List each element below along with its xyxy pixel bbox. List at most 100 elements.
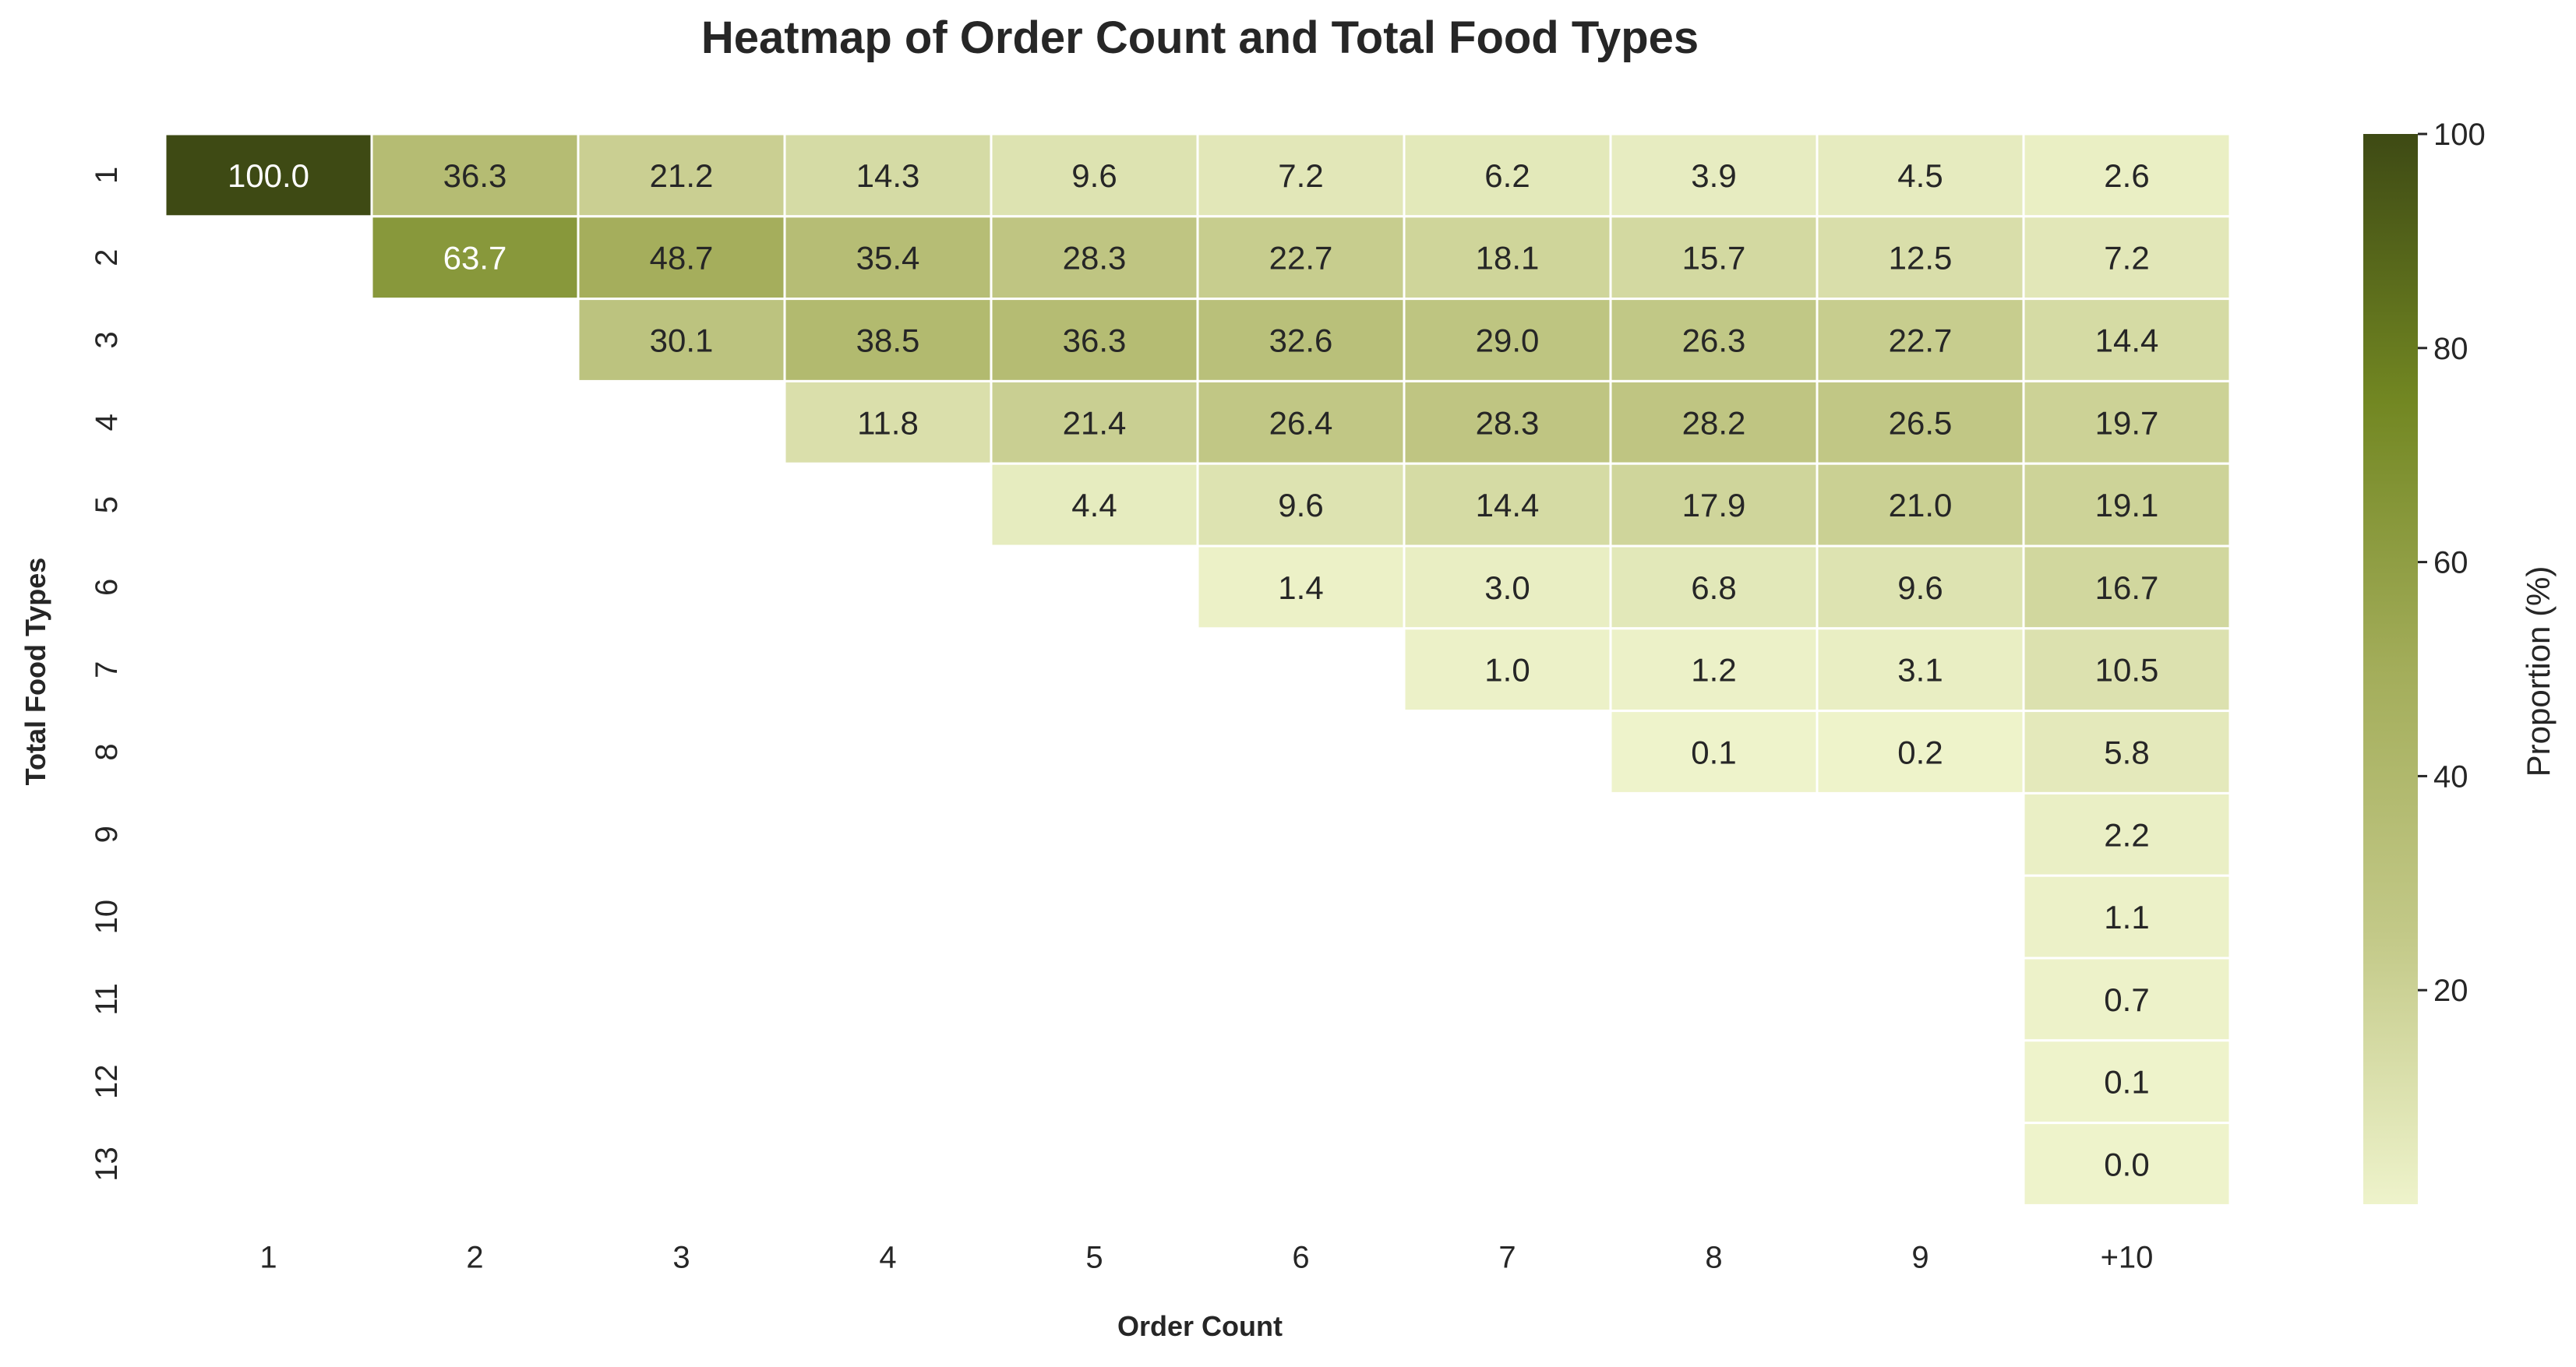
cell-value-label: 100.0: [228, 157, 309, 194]
heatmap-cell: [2022, 298, 2232, 382]
heatmap-cell: [2022, 544, 2232, 630]
cell-value-label: 48.7: [650, 240, 714, 277]
cell-value-label: 26.3: [1682, 322, 1746, 359]
cell-value-label: 9.6: [1071, 157, 1117, 194]
cell-value-label: 19.7: [2095, 404, 2159, 441]
y-tick-label: 8: [90, 743, 124, 760]
cell-value-label: 6.8: [1691, 569, 1736, 606]
heatmap-cell: [2022, 1039, 2232, 1125]
cell-value-label: 3.9: [1691, 157, 1736, 194]
x-tick-label: 5: [1085, 1240, 1103, 1274]
cell-value-label: 9.6: [1897, 569, 1943, 606]
cell-value-label: 0.1: [2104, 1064, 2149, 1101]
cell-value-label: 21.4: [1063, 404, 1127, 441]
x-tick-label: 3: [672, 1240, 690, 1274]
cell-value-label: 4.4: [1071, 487, 1117, 523]
colorbar-tick-label: 60: [2433, 546, 2468, 580]
heatmap-cell: [1609, 544, 1819, 630]
heatmap-cell: [1609, 132, 1819, 218]
colorbar-label: Proportion (%): [2520, 566, 2557, 777]
x-axis-label: Order Count: [1117, 1310, 1283, 1342]
x-tick-label: 1: [259, 1240, 277, 1274]
cell-value-label: 12.5: [1889, 240, 1953, 277]
cell-value-label: 9.6: [1278, 487, 1323, 523]
cell-value-label: 18.1: [1476, 240, 1540, 277]
y-tick-label: 6: [90, 579, 124, 596]
heatmap-cell: [783, 298, 993, 382]
cell-value-label: 30.1: [650, 322, 714, 359]
x-tick-label: 7: [1498, 1240, 1516, 1274]
heatmap-cell: [2022, 215, 2232, 301]
heatmap-cell: [1196, 462, 1406, 548]
cell-value-label: 38.5: [856, 322, 920, 359]
cell-value-label: 14.3: [856, 157, 920, 194]
heatmap-cell: [990, 379, 1199, 465]
heatmap-cell: [2022, 791, 2232, 877]
cell-value-label: 7.2: [2104, 240, 2149, 277]
cell-value-label: 11.8: [857, 404, 919, 441]
cell-value-label: 19.1: [2095, 487, 2159, 523]
y-tick-label: 11: [90, 983, 124, 1016]
heatmap-cell: [990, 462, 1199, 548]
cell-value-label: 1.1: [2104, 899, 2149, 935]
x-tick-label: 2: [466, 1240, 483, 1274]
cell-value-label: 1.2: [1691, 652, 1736, 689]
cell-value-label: 1.0: [1484, 652, 1530, 689]
y-tick-label: 3: [90, 331, 124, 348]
cell-value-label: 29.0: [1476, 322, 1540, 359]
heatmap-cell: [2022, 627, 2232, 713]
heatmap-cell: [2022, 957, 2232, 1042]
y-tick-label: 13: [90, 1147, 124, 1182]
cell-value-label: 21.2: [650, 157, 714, 194]
cell-value-label: 10.5: [2095, 652, 2159, 689]
x-tick-label: +10: [2101, 1240, 2154, 1274]
heatmap-cell-labels: 100.0 36.3 21.2 14.3 9.6 7.2 6.2 3.9 4.5 2.6 63.7 4…: [228, 157, 2158, 1183]
cell-value-label: 1.4: [1278, 569, 1323, 606]
y-tick-label: 7: [90, 661, 124, 678]
y-axis-label: Total Food Types: [19, 558, 51, 786]
cell-value-label: 0.7: [2104, 981, 2149, 1018]
cell-value-label: 22.7: [1889, 322, 1953, 359]
y-tick-label: 2: [90, 249, 124, 266]
cell-value-label: 32.6: [1269, 322, 1333, 359]
heatmap-cell: [370, 132, 580, 218]
heatmap-cell: [2022, 462, 2232, 548]
colorbar-tick-label: 20: [2433, 974, 2468, 1008]
cell-value-label: 3.0: [1484, 569, 1530, 606]
cell-value-label: 28.3: [1476, 404, 1540, 441]
heatmap-cell: [1196, 132, 1406, 218]
heatmap-cell: [2022, 1122, 2232, 1207]
cell-value-label: 0.1: [1691, 735, 1736, 771]
cell-value-label: 14.4: [2095, 322, 2159, 359]
heatmap-cell: [1609, 627, 1819, 713]
cell-value-label: 5.8: [2104, 735, 2149, 771]
heatmap-cell: [2022, 132, 2232, 218]
heatmap-cell: [990, 298, 1199, 382]
cell-value-label: 0.0: [2104, 1147, 2149, 1183]
cell-value-label: 22.7: [1269, 240, 1333, 277]
heatmap-cell: [2022, 710, 2232, 794]
cell-value-label: 4.5: [1897, 157, 1943, 194]
heatmap-cell: [577, 215, 786, 301]
heatmap-cell: [2022, 874, 2232, 960]
heatmap-cell: [1609, 710, 1819, 794]
heatmap-cell: [1403, 462, 1612, 548]
heatmap-cells: [164, 132, 2232, 1207]
heatmap-cell: [1196, 544, 1406, 630]
cell-value-label: 28.2: [1682, 404, 1746, 441]
heatmap-cell: [1403, 215, 1612, 301]
y-tick-label: 10: [90, 900, 124, 935]
cell-value-label: 26.5: [1889, 404, 1953, 441]
x-tick-label: 9: [1911, 1240, 1928, 1274]
heatmap-cell: [1609, 215, 1819, 301]
cell-value-label: 63.7: [443, 240, 507, 277]
x-tick-label: 6: [1292, 1240, 1309, 1274]
cell-value-label: 28.3: [1063, 240, 1127, 277]
y-tick-label: 5: [90, 496, 124, 513]
heatmap-cell: [1403, 379, 1612, 465]
heatmap-cell: [783, 379, 993, 465]
cell-value-label: 0.2: [1897, 735, 1943, 771]
heatmap-cell: [1816, 462, 2025, 548]
cell-value-label: 2.2: [2104, 816, 2149, 853]
heatmap-cell: [1816, 627, 2025, 713]
